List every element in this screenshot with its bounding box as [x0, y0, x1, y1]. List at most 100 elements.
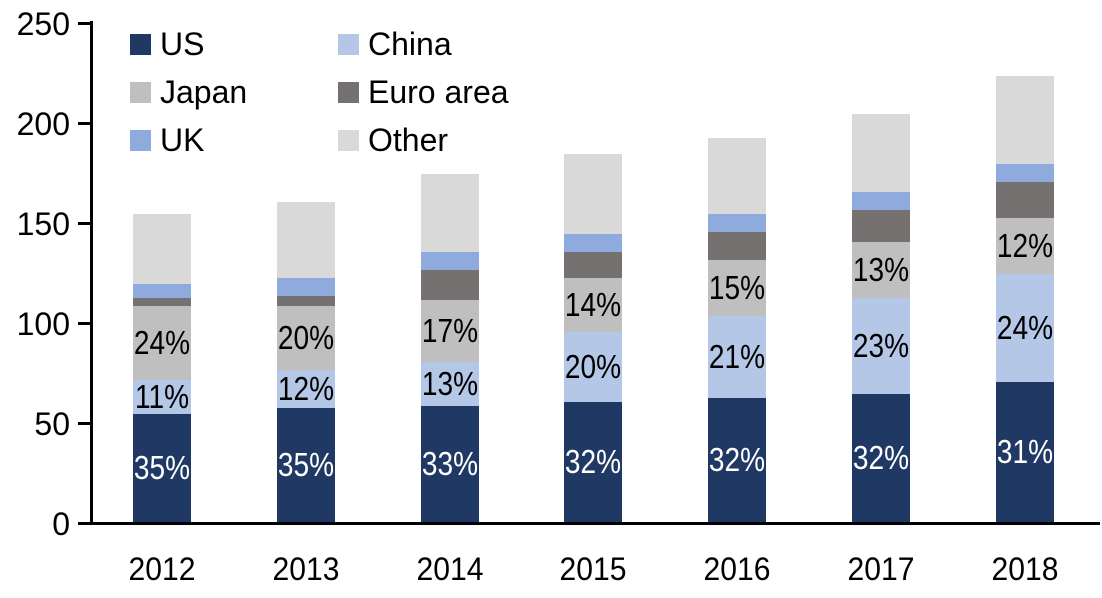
- segment-label: 24%: [996, 309, 1053, 346]
- segment-label: 23%: [852, 327, 910, 364]
- segment-label: 11%: [134, 378, 190, 415]
- y-axis-tick-label: 100: [16, 306, 70, 342]
- segment-label: 20%: [277, 319, 334, 356]
- segment-label: 35%: [133, 449, 191, 486]
- bar-segment: [852, 242, 910, 298]
- legend-item: Japan: [130, 74, 248, 110]
- legend-item: Euro area: [338, 74, 509, 110]
- y-axis-tick-label: 250: [16, 6, 70, 42]
- segment-label: 20%: [565, 348, 622, 385]
- segment-label: 33%: [421, 445, 478, 482]
- x-axis-category-label: 2015: [559, 551, 627, 587]
- bar-segment: [276, 370, 335, 408]
- bar-segment: [564, 278, 623, 332]
- segment-label: 32%: [565, 443, 622, 480]
- x-axis-category-label: 2016: [703, 551, 771, 587]
- legend-label: Other: [368, 122, 449, 158]
- segment-label: 21%: [709, 338, 766, 375]
- legend-swatch: [338, 129, 359, 151]
- legend-swatch: [130, 129, 151, 151]
- bar-segment: [133, 306, 191, 380]
- legend-swatch: [338, 81, 359, 103]
- bar-segment: [564, 252, 623, 278]
- segment-label: 32%: [852, 439, 910, 476]
- bar-segment: [564, 402, 623, 522]
- legend-item: UK: [130, 122, 205, 158]
- bar-segment: [564, 154, 623, 234]
- y-axis-tick-label: 200: [16, 106, 70, 142]
- segment-label: 31%: [996, 433, 1053, 470]
- bar-segment: [420, 406, 479, 522]
- bar-segment: [276, 408, 335, 522]
- legend-item: US: [130, 26, 205, 62]
- bar-segment: [276, 278, 335, 296]
- legend-label: Euro area: [368, 74, 509, 110]
- y-axis-tick: [78, 222, 91, 225]
- bar-segment: [564, 234, 623, 252]
- bar-segment: [420, 252, 479, 270]
- bar-segment: [133, 214, 191, 284]
- bar-segment: [133, 298, 191, 306]
- bar-segment: [995, 76, 1054, 164]
- legend-swatch: [130, 33, 151, 55]
- x-axis-category-label: 2014: [416, 551, 484, 587]
- legend-swatch: [130, 81, 151, 103]
- bar-segment: [995, 164, 1054, 182]
- bar-segment: [852, 210, 910, 242]
- bar-segment: [276, 202, 335, 278]
- bar-segment: [852, 394, 910, 522]
- y-axis-tick-label: 150: [16, 206, 70, 242]
- segment-label: 14%: [565, 286, 622, 323]
- y-axis-tick: [78, 122, 91, 125]
- legend-item: China: [338, 26, 452, 62]
- segment-label: 15%: [709, 269, 766, 306]
- bar-segment: [708, 232, 767, 260]
- y-axis-tick-label: 0: [52, 506, 70, 542]
- segment-label: 12%: [277, 370, 334, 407]
- segment-label: 13%: [421, 365, 478, 402]
- x-axis-category-label: 2013: [272, 551, 340, 587]
- y-axis-tick: [78, 22, 91, 25]
- y-axis-tick: [78, 522, 91, 525]
- bar-segment: [708, 316, 767, 398]
- bar-segment: [133, 284, 191, 298]
- bar-segment: [276, 296, 335, 306]
- y-axis-tick-label: 50: [34, 406, 70, 442]
- bar-segment: [708, 214, 767, 232]
- legend-swatch: [338, 33, 359, 55]
- segment-label: 35%: [277, 446, 334, 483]
- legend-item: Other: [338, 122, 449, 158]
- bar-segment: [995, 274, 1054, 382]
- segment-label: 12%: [996, 227, 1053, 264]
- bar-segment: [852, 114, 910, 192]
- segment-label: 32%: [709, 441, 766, 478]
- segment-label: 17%: [421, 312, 478, 349]
- x-axis-line: [90, 522, 1100, 525]
- bar-segment: [995, 382, 1054, 522]
- segment-label: 24%: [133, 324, 191, 361]
- legend-label: China: [368, 26, 452, 62]
- bar-segment: [995, 182, 1054, 218]
- y-axis-line: [90, 21, 93, 525]
- x-axis-category-label: 2018: [991, 551, 1059, 587]
- bar-segment: [420, 270, 479, 300]
- y-axis-tick: [78, 422, 91, 425]
- y-axis-tick: [78, 322, 91, 325]
- bar-segment: [420, 300, 479, 362]
- legend-label: UK: [160, 122, 205, 158]
- bar-segment: [276, 306, 335, 370]
- bar-segment: [852, 192, 910, 210]
- x-axis-category-label: 2012: [128, 551, 196, 587]
- x-axis-category-label: 2017: [847, 551, 915, 587]
- legend-label: Japan: [160, 74, 248, 110]
- bar-segment: [420, 174, 479, 252]
- bar-segment: [708, 138, 767, 214]
- bar-segment: [852, 298, 910, 394]
- bar-segment: [564, 332, 623, 402]
- bar-segment: [995, 218, 1054, 274]
- bar-segment: [708, 398, 767, 522]
- bar-segment: [133, 380, 191, 414]
- segment-label: 13%: [852, 251, 910, 288]
- legend-label: US: [160, 26, 205, 62]
